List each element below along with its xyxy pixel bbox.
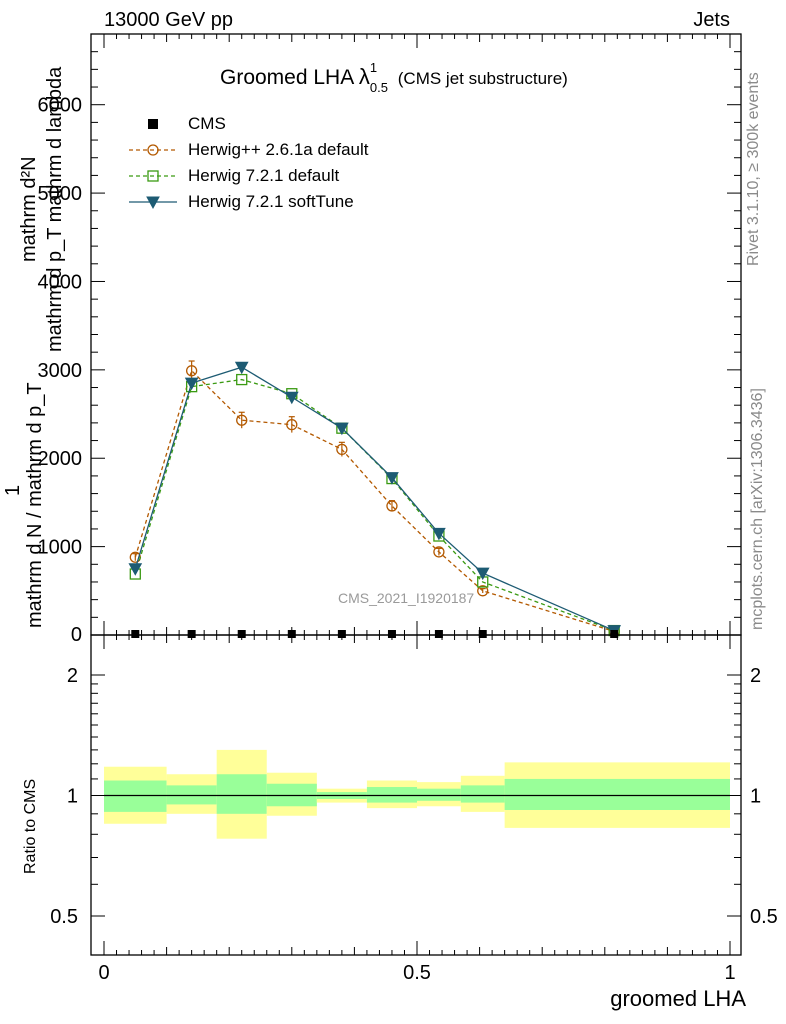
point-cms [337,630,346,638]
y-tick-label: 5000 [38,183,83,205]
point-herwig721 [236,373,248,386]
ylabel-numerator: mathrm d²N [18,156,40,262]
header-left: 13000 GeV pp [104,9,233,31]
ratio-band-inner [366,787,417,803]
rivet-note: Rivet 3.1.10, ≥ 300k events [745,72,762,266]
y-tick-label: 6000 [38,95,83,117]
point-softtune [432,527,446,541]
point-cms [237,630,246,638]
main-title-note: (CMS jet substructure) [397,69,568,88]
header-right: Jets [693,9,730,31]
ratio-panel: 0 0.5 1 0.5 0.5 1 1 2 2 [50,634,778,984]
point-herwigpp [185,365,198,377]
ratio-ylabel: Ratio to CMS [22,778,39,874]
y-tick-label: 2000 [38,448,83,470]
point-herwigpp [433,546,445,558]
x-tick-label: 0.5 [403,962,431,984]
point-cms [387,630,396,638]
legend-label-herwigpp: Herwig++ 2.6.1a default [188,140,369,159]
point-herwigpp [236,414,248,426]
ratio-band-inner [104,780,167,812]
y-tick-label: 4000 [38,271,83,293]
ratio-band-inner [216,774,267,814]
point-cms [610,630,619,638]
point-softtune [335,422,349,436]
point-softtune [284,391,299,405]
ylabel-lower: mathrm d N / mathrm d p_T [24,382,46,628]
main-title: Groomed LHA λ 1 0.5 (CMS jet substructure) [220,60,568,95]
x-tick-label: 1 [724,962,735,984]
ratio-band-inner [504,778,730,810]
point-cms [187,630,196,638]
ratio-band-inner [166,785,217,805]
point-herwigpp [386,500,398,512]
point-cms [131,630,140,638]
ratio-y-tick-label: 0.5 [750,906,778,928]
main-panel: 1000 2000 3000 4000 5000 6000 0 [38,33,742,646]
ylabel-one: 1 [2,484,24,496]
legend-marker-cms [148,119,158,129]
point-cms [287,630,296,638]
ratio-y-tick-label: 2 [750,665,761,687]
y-tick-label: 1000 [38,537,83,559]
point-softtune [184,377,199,391]
point-softtune [128,563,143,576]
point-softtune [234,361,249,375]
point-herwigpp [286,418,298,431]
legend-label-softtune: Herwig 7.2.1 softTune [188,192,354,211]
ylabel-denominator: mathrm d p_T mathrm d lambda [44,66,66,352]
main-title-sub: 0.5 [369,80,388,95]
legend-label-cms: CMS [188,114,226,133]
ratio-y-tick-label: 2 [67,665,78,687]
mcplots-note: mcplots.cern.ch [arXiv:1306.3436] [749,388,766,630]
ratio-y-tick-label: 1 [750,786,761,808]
x-tick-label: 0 [98,962,109,984]
legend-marker-softtune [146,196,160,210]
legend-marker-herwigpp [147,144,159,156]
point-cms [434,630,443,638]
ratio-band-inner [460,785,505,803]
main-title-symbol: λ [358,64,370,89]
ratio-band-inner [417,788,461,801]
y-tick-label: 0 [71,624,82,646]
point-herwigpp [477,585,489,597]
point-cms [478,630,487,638]
main-title-text: Groomed LHA [220,66,354,89]
ratio-y-tick-label: 1 [67,786,78,808]
point-herwigpp [336,443,348,456]
point-softtune [475,567,490,581]
y-tick-label: 3000 [38,360,83,382]
ratio-y-tick-label: 0.5 [50,906,78,928]
point-softtune [385,472,399,485]
legend-label-herwig721: Herwig 7.2.1 default [188,166,340,185]
watermark: CMS_2021_I1920187 [338,590,475,606]
legend-marker-herwig721 [147,170,159,182]
main-title-sup: 1 [369,60,378,75]
xlabel: groomed LHA [610,986,746,1011]
